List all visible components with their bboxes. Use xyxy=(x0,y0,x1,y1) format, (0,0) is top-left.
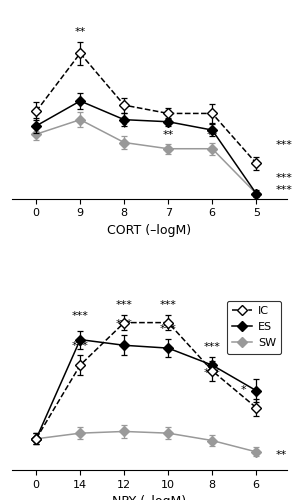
Text: **: ** xyxy=(74,28,86,38)
Text: *: * xyxy=(121,123,127,133)
Text: ***: *** xyxy=(204,368,221,378)
X-axis label: CORT (–logM): CORT (–logM) xyxy=(107,224,192,237)
Text: **: ** xyxy=(163,130,174,140)
Text: ***: *** xyxy=(72,312,89,322)
Text: ***: *** xyxy=(160,324,177,334)
Text: ***: *** xyxy=(72,341,89,351)
Text: ***: *** xyxy=(204,342,221,352)
Legend: IC, ES, SW: IC, ES, SW xyxy=(227,300,281,354)
Text: ***: *** xyxy=(116,320,133,330)
Text: ***: *** xyxy=(160,300,177,310)
Text: ***: *** xyxy=(276,185,293,195)
Text: ***: *** xyxy=(116,300,133,310)
Text: **: ** xyxy=(207,130,218,140)
Text: **: ** xyxy=(276,450,287,460)
Text: ***: *** xyxy=(276,173,293,183)
Text: *: * xyxy=(241,385,247,395)
X-axis label: NPY (–logM): NPY (–logM) xyxy=(112,496,187,500)
Text: ***: *** xyxy=(276,140,293,149)
